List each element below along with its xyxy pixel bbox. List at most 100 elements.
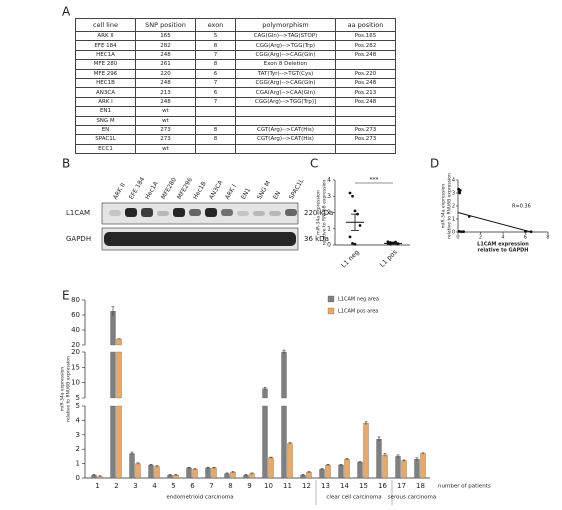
legend-swatch	[327, 307, 335, 315]
table-row: ECC1 wt	[75, 143, 396, 155]
x-axis-label: number of patients	[438, 484, 491, 490]
bar	[230, 472, 236, 479]
x-tick-label: 5	[171, 482, 175, 490]
bar	[357, 462, 363, 479]
y-tick-label: 4	[76, 416, 81, 424]
band	[253, 211, 265, 216]
x-tick-label: 0	[456, 235, 459, 241]
x-tick-label: 4	[501, 235, 504, 241]
x-tick-label: 11	[283, 482, 292, 490]
bar	[186, 467, 192, 479]
x-axis-label: L1CAM expression	[477, 242, 529, 248]
x-tick-label: 2	[114, 482, 118, 490]
y-tick-label: 10	[71, 379, 80, 387]
y-tick-label: 3	[76, 431, 80, 439]
band	[189, 209, 201, 216]
y-tick-label: 2	[76, 445, 80, 453]
y-axis-label: miR-34a expression	[316, 190, 322, 235]
bar	[281, 405, 287, 479]
panel-label: A	[62, 5, 71, 19]
group-label: endometrioid carcinoma	[166, 495, 233, 501]
y-tick-label: 4	[327, 177, 331, 184]
lane-label: Hec1A	[144, 180, 160, 201]
y-axis-label: relative to RNU6B expression	[447, 173, 453, 239]
panel-label: B	[62, 157, 70, 171]
table-row: HEC1B 248 7 CGG(Arg)-->CAG(Gln) Pos.248	[75, 77, 396, 89]
y-tick-label: 5	[76, 402, 80, 410]
blot-row-label: L1CAM	[66, 209, 90, 217]
x-tick-label: 3	[133, 482, 137, 490]
x-tick-label: 12	[302, 482, 311, 490]
r-annotation: R=0.36	[512, 204, 531, 210]
y-tick-label: 2	[327, 209, 331, 216]
legend-swatch	[327, 295, 335, 303]
y-tick-label: 15	[71, 363, 80, 371]
band	[205, 208, 217, 217]
band	[237, 211, 249, 216]
x-tick-label: 9	[247, 482, 251, 490]
x-tick-label: 14	[340, 482, 349, 490]
significance-label: ***	[370, 177, 379, 184]
legend-label: L1CAM pos area	[338, 309, 378, 315]
snp-table: cell line SNP position exon polymorphism aa …	[75, 18, 396, 155]
fit-line	[457, 212, 532, 233]
band	[141, 208, 153, 217]
x-tick-label: 6	[190, 482, 195, 490]
y-tick-label: 5	[76, 394, 80, 402]
data-point	[353, 242, 357, 246]
bar	[110, 405, 116, 479]
x-tick-label: 13	[321, 482, 330, 490]
bar	[116, 338, 122, 346]
y-tick-label: 1	[452, 217, 455, 223]
y-tick-label: 2	[452, 204, 455, 210]
legend-label: L1CAM neg area	[338, 297, 379, 303]
y-tick-label: 3	[327, 193, 331, 200]
y-tick-label: 3	[452, 191, 455, 197]
lane-label: EN	[272, 190, 282, 201]
data-point	[348, 191, 352, 195]
band	[157, 211, 169, 216]
y-tick-label: 40	[71, 326, 80, 334]
bar	[268, 457, 274, 479]
data-point	[457, 229, 461, 233]
y-tick-label: 20	[71, 341, 80, 349]
data-point	[358, 224, 362, 227]
bar	[382, 454, 388, 479]
band	[109, 210, 121, 216]
bar	[319, 469, 325, 479]
x-tick-label: 10	[264, 482, 273, 490]
group-label: serous carcinoma	[388, 495, 437, 501]
bar	[135, 463, 141, 479]
blot-size-label: 36 kDa	[304, 235, 329, 243]
y-axis-label: miR-34a expression	[60, 367, 66, 412]
data-point	[462, 230, 466, 234]
lane-label: ARK I	[224, 183, 238, 200]
bar	[116, 405, 122, 479]
data-point	[351, 194, 354, 198]
x-tick-label: L1 neg	[340, 248, 361, 269]
bar	[116, 351, 122, 399]
y-tick-label: 20	[71, 348, 80, 356]
x-tick-label: 18	[416, 482, 425, 490]
panel-label: E	[62, 289, 70, 303]
y-tick-label: 1	[327, 225, 331, 232]
y-tick-label: 4	[452, 178, 455, 184]
data-point	[351, 241, 354, 245]
bar	[192, 469, 198, 479]
x-tick-label: 17	[397, 482, 406, 490]
band	[269, 211, 281, 216]
x-tick-label: 2	[479, 235, 482, 241]
bar	[420, 453, 426, 479]
bar	[414, 459, 420, 479]
bar	[110, 351, 116, 399]
x-tick-label: 1	[95, 482, 99, 490]
lane-label: SNG M	[256, 180, 272, 201]
lane-label: Hec1B	[192, 180, 208, 200]
gapdh-bands	[104, 232, 296, 246]
data-point	[348, 235, 352, 239]
panel-label: C	[310, 157, 318, 171]
band	[125, 208, 137, 217]
x-tick-label: 15	[359, 482, 368, 490]
x-tick-label: 8	[546, 235, 549, 241]
